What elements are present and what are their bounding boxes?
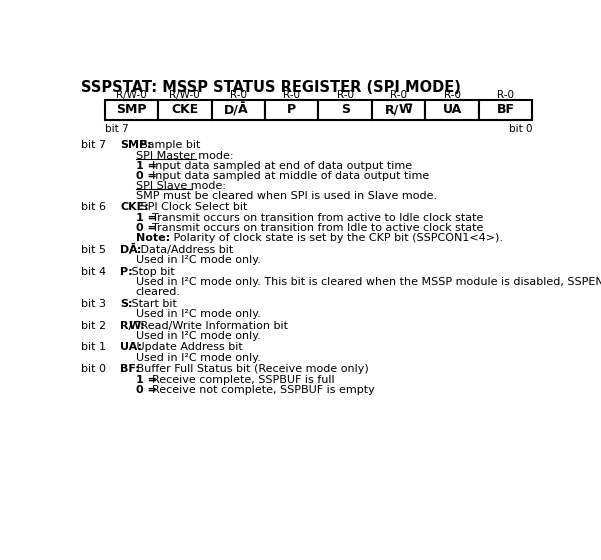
Text: Used in I²C mode only.: Used in I²C mode only. xyxy=(136,331,260,341)
Text: Used in I²C mode only.: Used in I²C mode only. xyxy=(136,309,260,319)
Bar xyxy=(212,100,265,119)
Bar xyxy=(426,100,479,119)
Text: R/: R/ xyxy=(120,320,133,330)
Bar xyxy=(158,100,212,119)
Text: SPI Master mode:: SPI Master mode: xyxy=(136,151,233,161)
Text: Ā: Ā xyxy=(238,104,248,116)
Text: SPI Clock Select bit: SPI Clock Select bit xyxy=(137,202,247,212)
Text: R/W-0: R/W-0 xyxy=(116,90,147,100)
Text: Start bit: Start bit xyxy=(129,298,177,309)
Text: Stop bit: Stop bit xyxy=(129,267,175,277)
Text: Transmit occurs on transition from active to Idle clock state: Transmit occurs on transition from activ… xyxy=(152,213,484,223)
Text: bit 2: bit 2 xyxy=(81,320,106,330)
Text: Receive not complete, SSPBUF is empty: Receive not complete, SSPBUF is empty xyxy=(152,385,375,395)
Text: Receive complete, SSPBUF is full: Receive complete, SSPBUF is full xyxy=(152,375,335,385)
Text: R/: R/ xyxy=(385,104,398,116)
Text: bit 0: bit 0 xyxy=(509,124,532,134)
Text: Used in I²C mode only.: Used in I²C mode only. xyxy=(136,353,260,363)
Text: 0 =: 0 = xyxy=(136,223,160,233)
Text: SPI Slave mode:: SPI Slave mode: xyxy=(136,181,225,191)
Text: Used in I²C mode only.: Used in I²C mode only. xyxy=(136,255,260,265)
Text: bit 5: bit 5 xyxy=(81,245,106,255)
Text: bit 0: bit 0 xyxy=(81,365,106,375)
Text: P:: P: xyxy=(120,267,133,277)
Text: Input data sampled at middle of data output time: Input data sampled at middle of data out… xyxy=(152,171,430,181)
Text: SMP: SMP xyxy=(116,104,147,116)
Bar xyxy=(105,100,158,119)
Bar xyxy=(479,100,532,119)
Bar xyxy=(372,100,426,119)
Text: UA:: UA: xyxy=(120,343,142,352)
Text: Ā:: Ā: xyxy=(129,245,142,255)
Text: 1 =: 1 = xyxy=(136,375,160,385)
Text: Polarity of clock state is set by the CKP bit (SSPCON1<4>).: Polarity of clock state is set by the CK… xyxy=(156,233,504,242)
Text: bit 4: bit 4 xyxy=(81,267,106,277)
Text: SMP:: SMP: xyxy=(120,141,151,150)
Text: bit 7: bit 7 xyxy=(105,124,128,134)
Text: R/W-0: R/W-0 xyxy=(169,90,200,100)
Bar xyxy=(319,100,372,119)
Text: Data/Address bit: Data/Address bit xyxy=(137,245,233,255)
Text: cleared.: cleared. xyxy=(136,287,180,297)
Text: Read/Write Information bit: Read/Write Information bit xyxy=(137,320,288,330)
Text: D/: D/ xyxy=(120,245,133,255)
Text: BF:: BF: xyxy=(120,365,140,375)
Text: UA: UA xyxy=(442,104,462,116)
Text: 0 =: 0 = xyxy=(136,171,160,181)
Text: Used in I²C mode only. This bit is cleared when the MSSP module is disabled, SSP: Used in I²C mode only. This bit is clear… xyxy=(136,277,601,287)
Text: Sample bit: Sample bit xyxy=(137,141,200,150)
Text: Update Address bit: Update Address bit xyxy=(133,343,242,352)
Text: Note:: Note: xyxy=(136,233,169,242)
Text: bit 3: bit 3 xyxy=(81,298,106,309)
Text: W̅:: W̅: xyxy=(129,320,145,330)
Text: Input data sampled at end of data output time: Input data sampled at end of data output… xyxy=(152,161,412,171)
Text: SSPSTAT: MSSP STATUS REGISTER (SPI MODE): SSPSTAT: MSSP STATUS REGISTER (SPI MODE) xyxy=(81,80,461,95)
Text: P: P xyxy=(287,104,296,116)
Text: R-0: R-0 xyxy=(497,90,514,100)
Text: bit 1: bit 1 xyxy=(81,343,106,352)
Bar xyxy=(265,100,319,119)
Text: S: S xyxy=(341,104,350,116)
Text: R-0: R-0 xyxy=(444,90,460,100)
Text: R-0: R-0 xyxy=(337,90,354,100)
Text: BF: BF xyxy=(496,104,514,116)
Text: R-0: R-0 xyxy=(390,90,407,100)
Text: bit 7: bit 7 xyxy=(81,141,106,150)
Text: 1 =: 1 = xyxy=(136,161,160,171)
Text: SMP must be cleared when SPI is used in Slave mode.: SMP must be cleared when SPI is used in … xyxy=(136,191,437,201)
Text: CKE: CKE xyxy=(171,104,198,116)
Text: R-0: R-0 xyxy=(283,90,300,100)
Text: D/: D/ xyxy=(224,104,238,116)
Text: bit 6: bit 6 xyxy=(81,202,106,212)
Text: Transmit occurs on transition from Idle to active clock state: Transmit occurs on transition from Idle … xyxy=(152,223,484,233)
Text: S:: S: xyxy=(120,298,133,309)
Text: 0 =: 0 = xyxy=(136,385,160,395)
Text: Buffer Full Status bit (Receive mode only): Buffer Full Status bit (Receive mode onl… xyxy=(133,365,368,375)
Text: CKE:: CKE: xyxy=(120,202,149,212)
Text: 1 =: 1 = xyxy=(136,213,160,223)
Text: W̅: W̅ xyxy=(398,104,412,116)
Text: R-0: R-0 xyxy=(230,90,247,100)
